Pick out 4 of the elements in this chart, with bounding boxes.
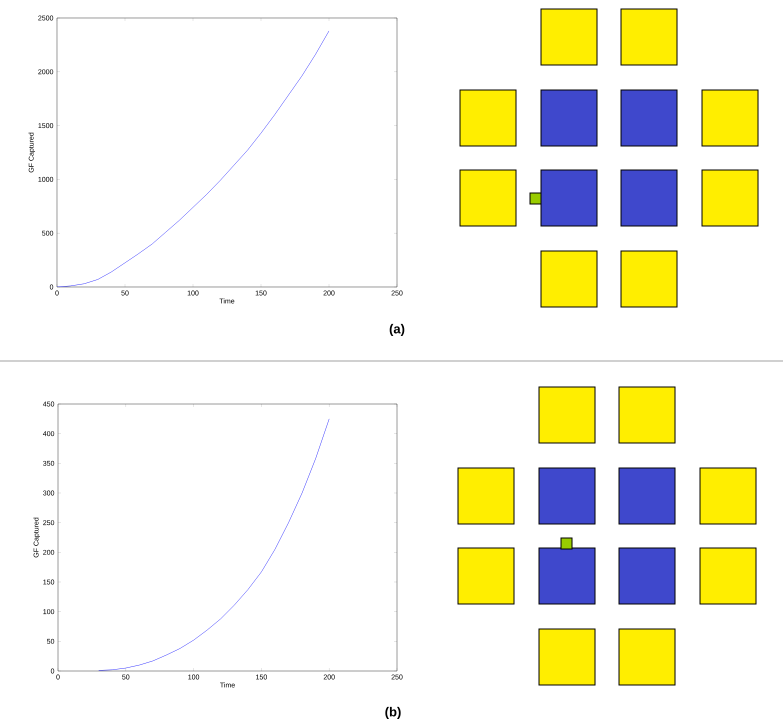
text: (b) — [385, 706, 401, 720]
text: (a) — [390, 324, 404, 336]
line-series — [57, 30, 330, 287]
line-series — [98, 418, 330, 671]
